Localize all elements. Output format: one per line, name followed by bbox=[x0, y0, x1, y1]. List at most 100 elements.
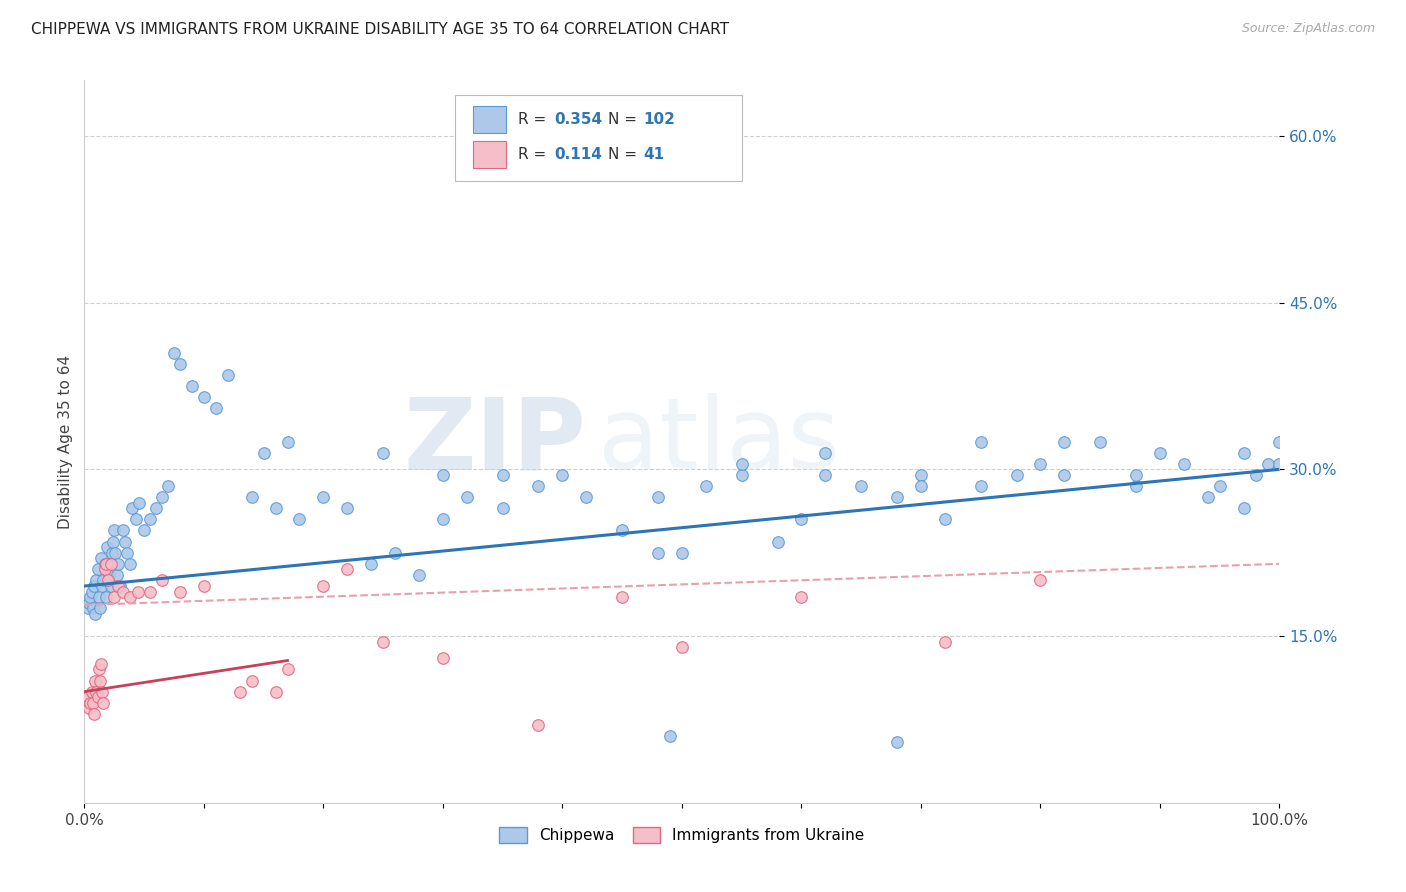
Point bbox=[373, 634, 395, 648]
Point bbox=[1053, 434, 1076, 449]
Point bbox=[118, 557, 141, 571]
Point bbox=[117, 546, 139, 560]
Point bbox=[373, 445, 395, 459]
FancyBboxPatch shape bbox=[456, 95, 742, 181]
Point bbox=[456, 490, 478, 504]
Point bbox=[1209, 479, 1232, 493]
Point bbox=[336, 501, 359, 516]
Point bbox=[264, 501, 287, 516]
Point bbox=[97, 574, 120, 588]
Point bbox=[492, 467, 515, 482]
Point bbox=[97, 557, 120, 571]
Point bbox=[695, 479, 717, 493]
Point bbox=[83, 706, 105, 721]
Point bbox=[91, 684, 114, 698]
Point bbox=[1149, 445, 1171, 459]
Point bbox=[98, 568, 121, 582]
Point bbox=[94, 557, 117, 571]
Point bbox=[814, 445, 837, 459]
Point bbox=[766, 534, 789, 549]
Point bbox=[731, 467, 754, 482]
Point bbox=[612, 590, 634, 604]
Point bbox=[970, 434, 993, 449]
Point bbox=[157, 479, 180, 493]
Point bbox=[193, 579, 215, 593]
Point bbox=[1029, 574, 1052, 588]
Point bbox=[80, 584, 103, 599]
Point bbox=[100, 557, 122, 571]
Point bbox=[432, 467, 454, 482]
Point bbox=[105, 568, 128, 582]
FancyBboxPatch shape bbox=[472, 141, 506, 169]
Point bbox=[432, 512, 454, 526]
Point bbox=[1090, 434, 1112, 449]
Point bbox=[217, 368, 239, 382]
Point bbox=[240, 490, 263, 504]
Point bbox=[814, 467, 837, 482]
Point bbox=[107, 557, 129, 571]
Point bbox=[910, 479, 932, 493]
Text: 102: 102 bbox=[644, 112, 675, 127]
Point bbox=[1125, 479, 1147, 493]
Point bbox=[103, 524, 125, 538]
Point bbox=[551, 467, 574, 482]
Point bbox=[229, 684, 252, 698]
Point bbox=[101, 546, 124, 560]
Point bbox=[93, 557, 115, 571]
Point bbox=[93, 562, 115, 576]
Point bbox=[93, 696, 115, 710]
Point bbox=[671, 640, 693, 655]
Point bbox=[84, 673, 107, 688]
Point bbox=[647, 490, 669, 504]
Y-axis label: Disability Age 35 to 64: Disability Age 35 to 64 bbox=[58, 354, 73, 529]
Point bbox=[934, 512, 956, 526]
Point bbox=[114, 534, 136, 549]
Point bbox=[527, 718, 550, 732]
Point bbox=[101, 534, 124, 549]
Point bbox=[79, 590, 101, 604]
Point bbox=[90, 657, 112, 671]
Point bbox=[82, 601, 104, 615]
Point bbox=[851, 479, 873, 493]
Point bbox=[659, 729, 682, 743]
Point bbox=[360, 557, 382, 571]
Point bbox=[169, 584, 191, 599]
Point bbox=[312, 579, 335, 593]
Point bbox=[790, 590, 813, 604]
Point bbox=[575, 490, 598, 504]
Point bbox=[1029, 457, 1052, 471]
Point bbox=[886, 734, 908, 748]
Point bbox=[104, 546, 127, 560]
Point bbox=[240, 673, 263, 688]
Point bbox=[94, 590, 117, 604]
Text: atlas: atlas bbox=[599, 393, 839, 490]
Point bbox=[83, 579, 105, 593]
Point bbox=[150, 490, 173, 504]
Point bbox=[139, 584, 162, 599]
Point bbox=[288, 512, 311, 526]
Point bbox=[934, 634, 956, 648]
Point bbox=[277, 662, 299, 676]
Point bbox=[970, 479, 993, 493]
Point bbox=[150, 574, 173, 588]
Point bbox=[107, 579, 129, 593]
Point bbox=[264, 684, 287, 698]
Point bbox=[79, 696, 101, 710]
Point bbox=[77, 701, 100, 715]
Point bbox=[118, 590, 141, 604]
Point bbox=[1233, 445, 1256, 459]
Point bbox=[1268, 434, 1291, 449]
Point bbox=[277, 434, 299, 449]
Point bbox=[193, 390, 215, 404]
Point bbox=[1053, 467, 1076, 482]
FancyBboxPatch shape bbox=[472, 105, 506, 133]
Point bbox=[86, 562, 108, 576]
Point bbox=[139, 512, 162, 526]
Point bbox=[86, 684, 108, 698]
Point bbox=[384, 546, 406, 560]
Point bbox=[100, 579, 122, 593]
Point bbox=[910, 467, 932, 482]
Point bbox=[77, 596, 100, 610]
Point bbox=[82, 696, 104, 710]
Text: R =: R = bbox=[519, 112, 547, 127]
